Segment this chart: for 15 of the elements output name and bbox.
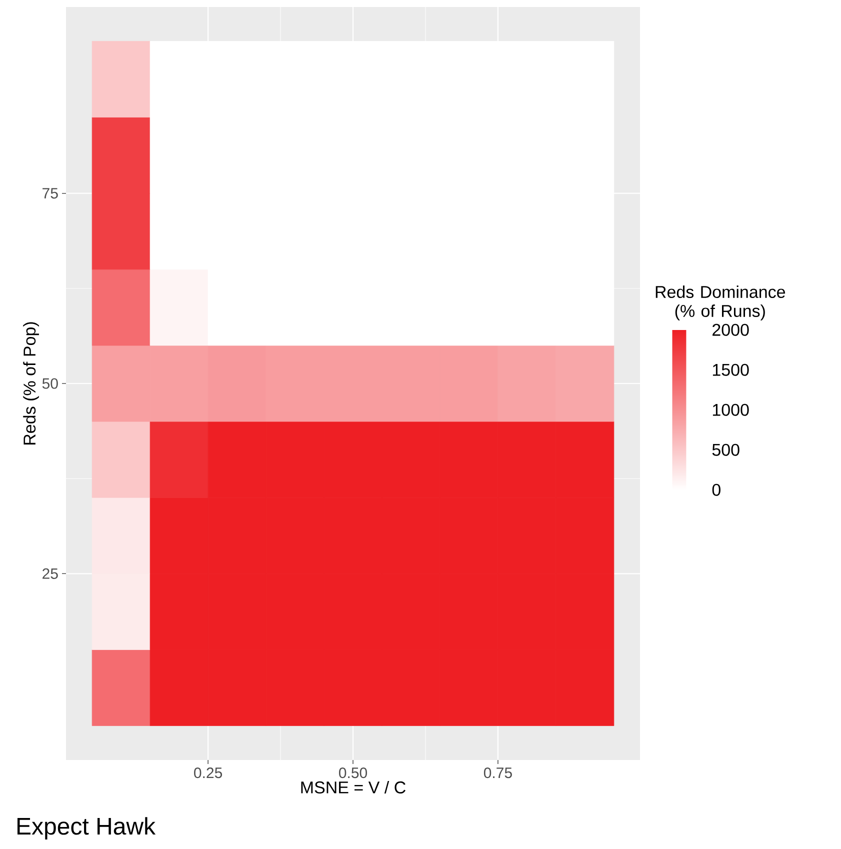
y-axis-title: Reds (% of Pop)	[23, 322, 39, 444]
color-bar-label: 500	[712, 444, 740, 456]
color-bar-label: 2000	[712, 324, 749, 336]
color-bar-label: 1500	[712, 364, 749, 376]
x-axis-title: MSNE = V / C	[301, 780, 406, 794]
x-tick-label: 0.50	[339, 768, 368, 778]
color-bar-label: 0	[712, 484, 720, 496]
x-tick-label: 0.75	[484, 768, 512, 778]
color-bar-title: Reds Dominance (% of Runs)	[656, 286, 786, 320]
y-tick-label: 75	[42, 188, 58, 199]
x-tick-label: 0.25	[194, 768, 222, 778]
y-tick-label: 50	[42, 378, 58, 389]
y-tick-label: 25	[42, 568, 58, 579]
color-bar-label: 1000	[712, 404, 749, 416]
text: Expect Hawk	[17, 817, 156, 840]
